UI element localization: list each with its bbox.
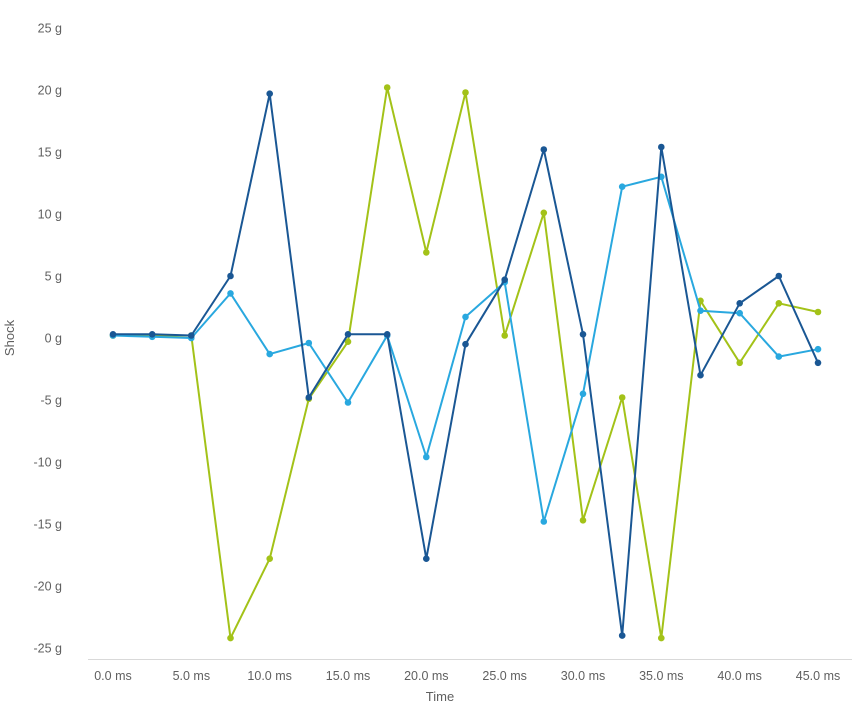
point-series-dark-blue [501,276,509,284]
x-tick-label: 40.0 ms [717,669,761,683]
x-tick-label: 45.0 ms [796,669,840,683]
point-series-green [775,300,783,307]
point-series-green [540,209,548,217]
y-axis-tick-labels: 25 g 20 g 15 g 10 g 5 g 0 g -5 g -10 g -15 g -20 … [34,22,63,656]
point-series-light-blue [423,453,430,461]
point-series-dark-blue [697,371,704,379]
x-tick-label: 5.0 ms [173,669,211,683]
y-tick-label: 5 g [45,270,62,284]
point-series-dark-blue [344,331,352,338]
point-series-dark-blue [462,340,469,348]
x-tick-label: 0.0 ms [94,669,132,683]
point-series-green [501,332,509,339]
chart-series [109,84,822,642]
x-tick-label: 20.0 ms [404,669,448,683]
y-tick-label: -25 g [34,642,63,656]
point-series-green [658,634,665,642]
point-series-light-blue [697,307,704,315]
point-series-light-blue [540,518,548,525]
point-series-light-blue [814,345,822,353]
point-series-dark-blue [775,272,783,280]
point-series-dark-blue [540,146,548,153]
point-series-light-blue [775,353,783,360]
y-tick-label: 0 g [45,332,62,346]
y-axis-title: Shock [2,319,17,356]
point-series-dark-blue [109,331,117,338]
point-series-green [579,517,587,524]
point-series-dark-blue [736,300,743,307]
point-series-green [814,308,822,316]
point-series-green [736,359,743,367]
point-series-light-blue [266,350,274,358]
point-series-light-blue [344,399,352,406]
point-series-dark-blue [618,632,626,639]
point-series-green [462,89,469,96]
point-series-dark-blue [305,394,313,401]
y-tick-label: 15 g [38,146,62,160]
point-series-green [227,634,234,642]
y-tick-label: -5 g [40,394,62,408]
point-series-light-blue [305,339,313,347]
x-tick-label: 15.0 ms [326,669,370,683]
point-series-light-blue [462,313,469,321]
point-series-dark-blue [658,143,665,151]
point-series-dark-blue [814,359,822,367]
point-series-green [618,394,626,401]
point-series-light-blue [579,390,587,398]
y-tick-label: 20 g [38,84,62,98]
x-axis-title: Time [426,689,454,704]
point-series-light-blue [618,183,626,190]
y-tick-label: 25 g [38,22,62,36]
y-tick-label: 10 g [38,208,62,222]
point-series-dark-blue [148,331,156,338]
point-series-dark-blue [423,555,430,562]
point-series-dark-blue [383,331,391,338]
point-series-green [266,555,274,562]
point-series-dark-blue [227,272,234,280]
x-tick-label: 25.0 ms [482,669,526,683]
x-tick-label: 10.0 ms [247,669,291,683]
y-tick-label: -20 g [34,580,63,594]
point-series-light-blue [227,290,234,297]
x-tick-label: 35.0 ms [639,669,683,683]
point-series-green [423,249,430,256]
point-series-green [344,338,352,346]
x-axis-tick-labels: 0.0 ms 5.0 ms 10.0 ms 15.0 ms 20.0 ms 25.0 ms… [94,669,840,683]
y-tick-label: -10 g [34,456,63,470]
point-series-dark-blue [579,331,587,338]
point-series-light-blue [736,309,743,317]
line-series-green [112,86,819,640]
x-tick-label: 30.0 ms [561,669,605,683]
y-tick-label: -15 g [34,518,63,532]
point-series-dark-blue [266,90,274,97]
point-series-green [383,84,391,91]
point-series-dark-blue [188,332,195,339]
